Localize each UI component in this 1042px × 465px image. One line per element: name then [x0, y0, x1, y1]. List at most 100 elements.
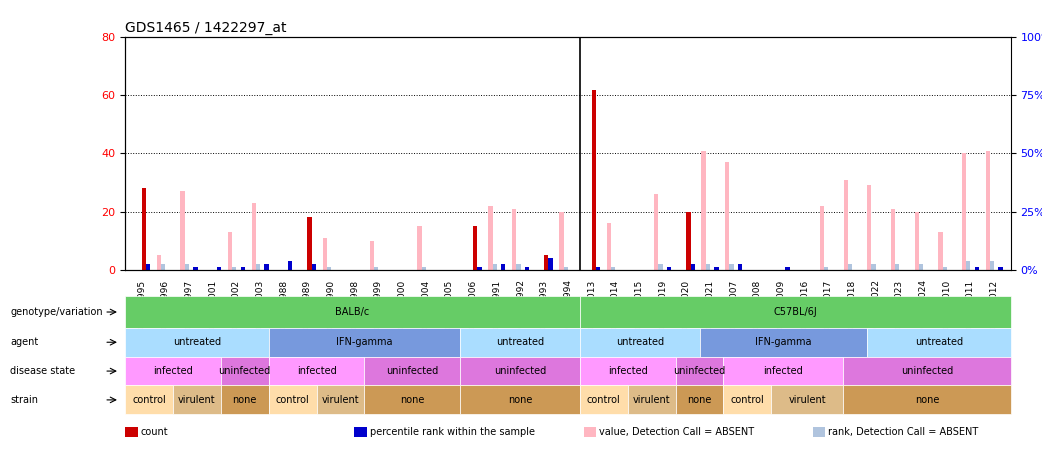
Bar — [307, 218, 312, 270]
Bar — [867, 186, 871, 270]
Bar — [512, 209, 516, 270]
Bar — [265, 264, 269, 270]
Bar — [974, 267, 979, 270]
Bar — [962, 153, 966, 270]
Text: none: none — [915, 395, 939, 405]
Bar — [654, 194, 659, 270]
Bar — [544, 255, 548, 270]
Bar — [217, 267, 221, 270]
Text: BALB/c: BALB/c — [336, 307, 370, 317]
Bar — [986, 151, 990, 270]
Bar — [525, 267, 529, 270]
Bar — [184, 264, 189, 270]
Text: untreated: untreated — [915, 337, 963, 347]
Text: none: none — [400, 395, 424, 405]
Bar — [691, 264, 695, 270]
Bar — [146, 264, 150, 270]
Bar — [592, 90, 596, 270]
Text: control: control — [276, 395, 309, 405]
Bar — [596, 267, 600, 270]
Text: rank, Detection Call = ABSENT: rank, Detection Call = ABSENT — [828, 427, 978, 437]
Bar — [548, 258, 552, 270]
Bar — [725, 162, 729, 270]
Bar — [560, 212, 564, 270]
Text: virulent: virulent — [789, 395, 826, 405]
Bar — [659, 264, 663, 270]
Text: infected: infected — [153, 366, 193, 376]
Bar — [142, 188, 146, 270]
Text: IFN-gamma: IFN-gamma — [337, 337, 393, 347]
Bar — [323, 238, 327, 270]
Text: genotype/variation: genotype/variation — [10, 307, 103, 317]
Text: infected: infected — [764, 366, 803, 376]
Text: untreated: untreated — [616, 337, 664, 347]
Text: control: control — [132, 395, 166, 405]
Bar — [998, 267, 1002, 270]
Text: infected: infected — [607, 366, 648, 376]
Bar — [473, 226, 477, 270]
Bar — [738, 264, 742, 270]
Bar — [228, 232, 232, 270]
Text: untreated: untreated — [173, 337, 221, 347]
Text: uninfected: uninfected — [673, 366, 725, 376]
Bar — [990, 261, 994, 270]
Bar — [919, 264, 923, 270]
Text: none: none — [507, 395, 532, 405]
Bar — [564, 267, 568, 270]
Text: uninfected: uninfected — [901, 366, 953, 376]
Text: uninfected: uninfected — [494, 366, 546, 376]
Bar — [701, 151, 705, 270]
Bar — [516, 264, 521, 270]
Bar — [180, 191, 184, 270]
Bar — [251, 203, 255, 270]
Bar — [966, 261, 970, 270]
Bar — [241, 267, 245, 270]
Text: strain: strain — [10, 395, 39, 405]
Bar — [493, 264, 497, 270]
Bar — [938, 232, 943, 270]
Bar — [374, 267, 378, 270]
Bar — [232, 267, 237, 270]
Text: C57BL/6J: C57BL/6J — [773, 307, 817, 317]
Bar — [611, 267, 615, 270]
Text: virulent: virulent — [178, 395, 216, 405]
Text: IFN-gamma: IFN-gamma — [755, 337, 812, 347]
Bar — [489, 206, 493, 270]
Bar — [370, 241, 374, 270]
Text: percentile rank within the sample: percentile rank within the sample — [370, 427, 535, 437]
Text: virulent: virulent — [632, 395, 670, 405]
Bar — [477, 267, 481, 270]
Text: GDS1465 / 1422297_at: GDS1465 / 1422297_at — [125, 21, 287, 35]
Bar — [844, 179, 848, 270]
Bar — [193, 267, 198, 270]
Text: uninfected: uninfected — [387, 366, 439, 376]
Bar — [824, 267, 828, 270]
Bar — [915, 212, 919, 270]
Bar — [895, 264, 899, 270]
Bar — [729, 264, 734, 270]
Text: untreated: untreated — [496, 337, 544, 347]
Bar — [705, 264, 710, 270]
Bar — [162, 264, 166, 270]
Bar — [255, 264, 260, 270]
Text: infected: infected — [297, 366, 337, 376]
Text: value, Detection Call = ABSENT: value, Detection Call = ABSENT — [599, 427, 754, 437]
Text: count: count — [141, 427, 169, 437]
Bar — [714, 267, 719, 270]
Bar — [871, 264, 875, 270]
Bar — [786, 267, 790, 270]
Bar — [288, 261, 292, 270]
Bar — [820, 206, 824, 270]
Bar — [422, 267, 426, 270]
Bar — [891, 209, 895, 270]
Text: none: none — [232, 395, 257, 405]
Text: control: control — [730, 395, 764, 405]
Bar — [156, 255, 162, 270]
Text: control: control — [587, 395, 621, 405]
Text: virulent: virulent — [322, 395, 359, 405]
Bar — [687, 212, 691, 270]
Bar — [327, 267, 331, 270]
Bar — [606, 223, 611, 270]
Text: agent: agent — [10, 337, 39, 347]
Text: uninfected: uninfected — [219, 366, 271, 376]
